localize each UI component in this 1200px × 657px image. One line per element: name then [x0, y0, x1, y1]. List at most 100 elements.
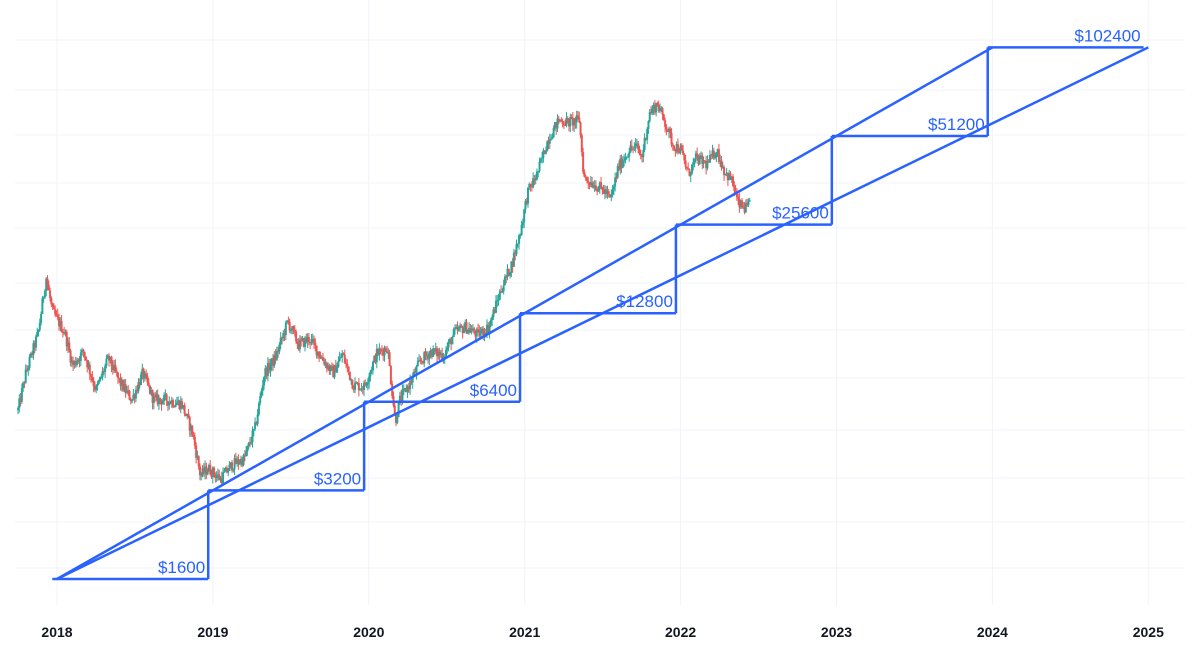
candle-body — [507, 268, 510, 276]
candle-body — [693, 158, 696, 162]
step-price-label: $3200 — [314, 469, 361, 488]
candle-body — [615, 177, 618, 179]
candle-body — [124, 384, 127, 393]
candle-body — [147, 382, 150, 386]
candle-body — [598, 182, 601, 189]
candle-body — [379, 349, 382, 351]
candle-body — [414, 371, 417, 374]
candle-body — [22, 382, 25, 389]
x-tick-label: 2021 — [509, 624, 540, 640]
candle-body — [325, 363, 328, 369]
candle-body — [639, 153, 642, 156]
candle-body — [711, 150, 714, 156]
candle-body — [138, 382, 141, 386]
candle-body — [359, 388, 362, 391]
candle-body — [656, 103, 659, 106]
candle-body — [388, 352, 391, 367]
candle-body — [334, 365, 337, 373]
candle-body — [393, 405, 396, 415]
candle-body — [278, 344, 281, 352]
candle-body — [343, 354, 346, 363]
candle-body — [743, 207, 746, 213]
candle-body — [56, 314, 59, 318]
candle-body — [518, 235, 521, 244]
candle-body — [692, 161, 695, 165]
candle-body — [421, 361, 424, 364]
candle-body — [310, 339, 313, 343]
candle-body — [676, 144, 679, 153]
candle-body — [360, 388, 363, 390]
candle-body — [628, 152, 631, 157]
candle-body — [529, 184, 532, 186]
candle-body — [357, 383, 360, 391]
candle-body — [661, 108, 664, 115]
candle-body — [585, 177, 588, 181]
candle-body — [23, 382, 26, 384]
candle-body — [296, 341, 299, 344]
candle-body — [732, 176, 735, 186]
candle-body — [105, 358, 108, 366]
candle-body — [600, 182, 603, 187]
candle-body — [525, 201, 528, 204]
candle-body — [687, 168, 690, 170]
candle-body — [532, 178, 535, 188]
candle-body — [405, 388, 408, 392]
candle-body — [83, 351, 86, 357]
candle-body — [611, 189, 614, 195]
candle-body — [524, 201, 527, 210]
candle-body — [45, 278, 48, 291]
candle-body — [607, 191, 610, 195]
candle-body — [646, 128, 649, 140]
candle-body — [617, 166, 620, 170]
doubling-channel-overlay — [52, 46, 1149, 581]
candlestick-series — [17, 100, 751, 487]
candle-body — [215, 475, 218, 478]
candle-body — [116, 372, 119, 378]
candle-body — [250, 442, 253, 444]
candle-body — [657, 105, 660, 111]
candle-body — [373, 356, 376, 362]
candle-body — [739, 200, 742, 208]
candle-body — [272, 358, 275, 366]
candle-body — [229, 462, 232, 465]
candle-body — [634, 143, 637, 147]
candle-body — [31, 353, 34, 355]
candle-body — [703, 160, 706, 162]
candle-body — [671, 144, 674, 146]
candle-body — [719, 160, 722, 162]
candle-body — [113, 364, 116, 370]
candle-body — [735, 192, 738, 198]
candle-body — [559, 119, 562, 122]
candle-body — [409, 380, 412, 390]
candle-body — [647, 121, 650, 129]
candle-body — [725, 172, 728, 175]
candle-body — [36, 332, 39, 337]
candle-body — [557, 118, 560, 122]
candle-body — [329, 365, 332, 372]
candle-body — [354, 382, 357, 390]
candle-body — [177, 400, 180, 403]
candle-body — [371, 361, 374, 371]
candle-body — [279, 337, 282, 345]
x-tick-label: 2018 — [41, 624, 72, 640]
candle-body — [387, 352, 390, 354]
candle-body — [289, 329, 292, 331]
candle-body — [689, 173, 692, 176]
candle-body — [642, 149, 645, 157]
candle-body — [538, 161, 541, 172]
candle-body — [320, 357, 323, 359]
candle-body — [516, 243, 519, 245]
candle-body — [192, 434, 195, 437]
candle-body — [361, 388, 364, 391]
candle-body — [401, 390, 404, 401]
candle-body — [675, 144, 678, 152]
candle-body — [441, 353, 444, 360]
candle-body — [501, 291, 504, 293]
candle-body — [133, 394, 136, 399]
candle-body — [733, 185, 736, 191]
candle-body — [332, 366, 335, 378]
candle-body — [169, 401, 172, 404]
candle-body — [730, 176, 733, 180]
candle-body — [173, 406, 176, 408]
